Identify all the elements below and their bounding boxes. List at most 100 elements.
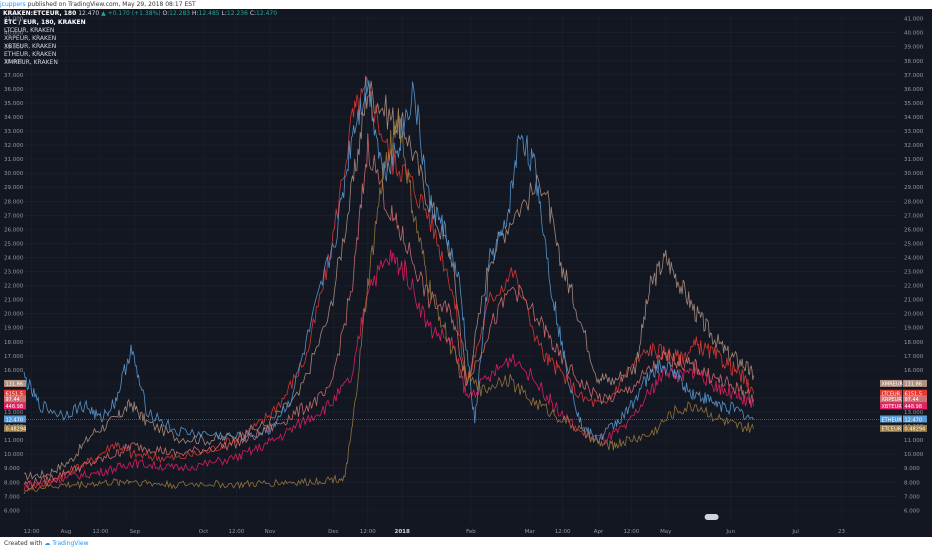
- price-badge-text: 97.44: [6, 397, 20, 403]
- price-badge-text: 6151.5: [6, 392, 24, 398]
- y-tick-right: 41.000: [904, 17, 924, 23]
- y-tick-left: 7.000: [4, 494, 20, 500]
- legend-item-xbteur[interactable]: XBTEUR, KRAKEN: [4, 43, 57, 50]
- series-line-xbteur[interactable]: [23, 249, 754, 490]
- price-badge-left: [4, 389, 26, 397]
- y-tick-left: 31.000: [4, 157, 24, 163]
- event-marker[interactable]: [704, 514, 719, 520]
- price-badge-left: [4, 415, 26, 423]
- y-tick-right: 22.000: [904, 284, 924, 290]
- y-tick-left: 21.000: [4, 298, 24, 304]
- price-badge-text: LTCEUR: [882, 392, 901, 398]
- x-tick: 2018: [395, 529, 410, 535]
- chart-area[interactable]: 41.000 41.000 40.000 40.000 39.000 39.000 38.0…: [0, 9, 932, 537]
- y-tick-right: 10.000: [904, 452, 924, 458]
- open-value: 12.283: [169, 10, 191, 17]
- y-tick-right: 39.000: [904, 45, 924, 51]
- price-badge-text: 448.98: [6, 404, 24, 410]
- y-tick-right: 18.000: [904, 340, 924, 346]
- y-tick-left: 41.000: [4, 17, 24, 23]
- series-line-xrpeur[interactable]: [23, 133, 754, 487]
- close-label: C:: [249, 10, 257, 17]
- price-badge-inner: [880, 402, 902, 410]
- publish-text: published on TradingView.com, May 29, 20…: [27, 1, 196, 8]
- tradingview-brand[interactable]: TradingView: [52, 540, 89, 547]
- x-tick: Nov: [265, 529, 276, 535]
- price-badge-inner: [880, 415, 902, 423]
- created-with-text: Created with: [4, 540, 43, 547]
- x-tick: May: [660, 529, 672, 535]
- series-line-ltceur[interactable]: [23, 76, 754, 492]
- y-tick-left: 20.000: [4, 312, 24, 318]
- x-tick: 12:00: [360, 529, 376, 535]
- series-line-etheur[interactable]: [23, 75, 754, 444]
- y-tick-right: 16.000: [904, 368, 924, 374]
- y-tick-left: 27.000: [4, 213, 24, 219]
- y-tick-right: 20.000: [904, 312, 924, 318]
- legend-item-xmreur[interactable]: XMREUR, KRAKEN: [4, 59, 58, 66]
- symbol-name[interactable]: KRAKEN:ETCEUR, 180: [3, 10, 77, 17]
- price-chart[interactable]: 41.000 41.000 40.000 40.000 39.000 39.000 38.0…: [0, 9, 932, 537]
- price-badge-right: [903, 415, 927, 423]
- y-tick-left: 26.000: [4, 227, 24, 233]
- price-badge-inner: [880, 379, 902, 387]
- y-tick-left: 38.000: [4, 59, 24, 65]
- price-badge-left: [4, 395, 26, 403]
- y-tick-right: 13.000: [904, 410, 924, 416]
- y-tick-left: 36.000: [4, 87, 24, 93]
- price-badge-text: 448.98: [905, 404, 923, 410]
- price-badge-text: ETHEUR: [882, 417, 903, 423]
- y-tick-right: 26.000: [904, 227, 924, 233]
- price-badge-text: XRPEUR: [882, 397, 903, 403]
- price-badge-text: 0.48294: [905, 427, 926, 433]
- x-tick: Aug: [61, 529, 72, 535]
- y-tick-right: 17.000: [904, 354, 924, 360]
- x-tick: 23: [838, 529, 845, 535]
- y-tick-left: 6.000: [4, 508, 20, 514]
- symbol-header: KRAKEN:ETCEUR, 180 12.470 ▲ +0.170 (+1.3…: [3, 10, 277, 17]
- open-label: O:: [162, 10, 170, 17]
- y-tick-right: 35.000: [904, 101, 924, 107]
- high-label: H:: [192, 10, 199, 17]
- price-badge-inner: [880, 424, 902, 432]
- y-tick-left: 11.000: [4, 438, 24, 444]
- y-tick-right: 40.000: [904, 31, 924, 37]
- series-line-xmreur[interactable]: [23, 80, 754, 481]
- x-tick: Feb: [466, 529, 476, 535]
- y-tick-right: 28.000: [904, 199, 924, 205]
- y-tick-left: 32.000: [4, 143, 24, 149]
- y-tick-right: 29.000: [904, 185, 924, 191]
- series-line-etceur[interactable]: [23, 113, 754, 494]
- y-tick-right: 23.000: [904, 270, 924, 276]
- legend-item-etheur[interactable]: ETHEUR, KRAKEN: [4, 51, 57, 58]
- author-link[interactable]: jcuppers: [0, 1, 26, 8]
- price-badge-text: 6151.5: [905, 392, 923, 398]
- price-badge-inner: [880, 395, 902, 403]
- y-tick-left: 9.000: [4, 466, 20, 472]
- x-tick: Mar: [525, 529, 536, 535]
- price-badge-right: [903, 379, 927, 387]
- y-tick-right: 38.000: [904, 59, 924, 65]
- price-badge-left: [4, 379, 26, 387]
- y-tick-right: 6.000: [904, 508, 920, 514]
- y-tick-left: 13.000: [4, 410, 24, 416]
- y-tick-right: 21.000: [904, 298, 924, 304]
- price-badge-right: [903, 389, 927, 397]
- y-tick-right: 27.000: [904, 213, 924, 219]
- x-tick: 12:00: [92, 529, 108, 535]
- y-tick-right: 24.000: [904, 255, 924, 261]
- y-tick-right: 34.000: [904, 115, 924, 121]
- price-badge-right: [903, 402, 927, 410]
- price-badge-right: [903, 424, 927, 432]
- y-tick-left: 33.000: [4, 129, 24, 135]
- x-tick: Dec: [328, 529, 339, 535]
- series-legend: ETC / EUR, 180, KRAKEN LTCEUR, KRAKEN XR…: [4, 19, 86, 67]
- x-tick: Oct: [199, 529, 209, 535]
- legend-item-ltceur[interactable]: LTCEUR, KRAKEN: [4, 27, 55, 34]
- legend-title[interactable]: ETC / EUR, 180, KRAKEN: [4, 19, 86, 26]
- y-tick-left: 23.000: [4, 270, 24, 276]
- y-tick-right: 31.000: [904, 157, 924, 163]
- y-tick-right: 9.000: [904, 466, 920, 472]
- x-tick: 12:00: [555, 529, 571, 535]
- legend-item-xrpeur[interactable]: XRPEUR, KRAKEN: [4, 35, 57, 42]
